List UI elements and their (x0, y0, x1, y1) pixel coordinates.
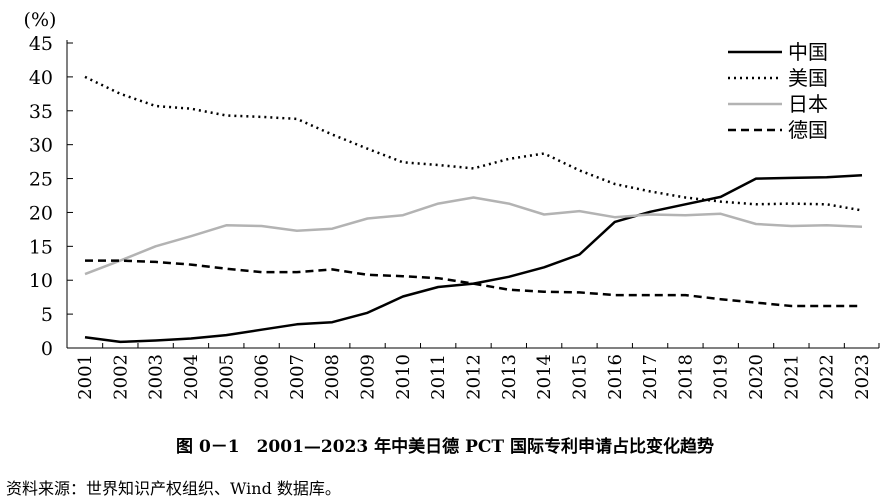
chart-axes (66, 40, 879, 349)
x-tick-label: 2001 (75, 354, 96, 400)
y-tick-label: 40 (29, 67, 53, 89)
legend-label: 中国 (788, 40, 828, 64)
y-tick-label: 35 (29, 101, 53, 123)
x-tick-label: 2021 (781, 354, 802, 400)
y-tick-label: 20 (29, 202, 53, 224)
legend-label: 美国 (788, 66, 828, 90)
y-tick-label: 0 (41, 338, 53, 360)
series-line (84, 173, 863, 344)
legend-label: 德国 (788, 118, 828, 142)
x-tick-label: 2006 (252, 354, 273, 400)
x-tick-label: 2009 (358, 354, 379, 400)
x-tick-label: 2013 (499, 354, 520, 400)
x-tick-label: 2002 (110, 354, 131, 400)
x-tick-label: 2020 (746, 354, 767, 400)
x-tick-label: 2014 (534, 354, 555, 400)
y-axis-ticks: 0 5 10 15 20 25 30 35 40 45 (29, 33, 73, 360)
legend-label: 日本 (788, 92, 828, 116)
x-tick-label: 2015 (569, 354, 590, 400)
x-tick-label: 2018 (675, 354, 696, 400)
series-line (84, 75, 863, 212)
x-tick-label: 2017 (640, 354, 661, 400)
x-tick-label: 2023 (852, 354, 873, 400)
series-line (84, 196, 863, 276)
x-tick-label: 2012 (464, 354, 485, 400)
series-lines (84, 75, 863, 344)
y-tick-label: 25 (29, 169, 53, 191)
x-tick-label: 2019 (711, 354, 732, 400)
source-note: 资料来源：世界知识产权组织、Wind 数据库。 (6, 479, 341, 498)
y-tick-label: 45 (29, 33, 53, 55)
x-tick-label: 2010 (393, 354, 414, 400)
y-tick-label: 30 (29, 135, 53, 157)
x-tick-label: 2022 (817, 354, 838, 400)
y-axis-label: (%) (24, 9, 57, 31)
y-tick-label: 15 (29, 236, 53, 258)
y-tick-label: 10 (29, 270, 53, 292)
x-tick-label: 2003 (146, 354, 167, 400)
x-tick-label: 2004 (181, 354, 202, 400)
x-tick-label: 2005 (216, 354, 237, 400)
x-tick-label: 2007 (287, 354, 308, 400)
series-line (85, 259, 862, 308)
figure-caption: 图 0－1 2001—2023 年中美日德 PCT 国际专利申请占比变化趋势 (176, 437, 714, 457)
y-tick-label: 5 (41, 304, 53, 326)
x-axis-ticks: 2001 2002 2003 2004 2005 2006 2007 2008 2009 2010… (66, 343, 880, 400)
x-tick-label: 2016 (605, 354, 626, 400)
x-tick-label: 2008 (322, 354, 343, 400)
x-tick-label: 2011 (428, 354, 449, 400)
